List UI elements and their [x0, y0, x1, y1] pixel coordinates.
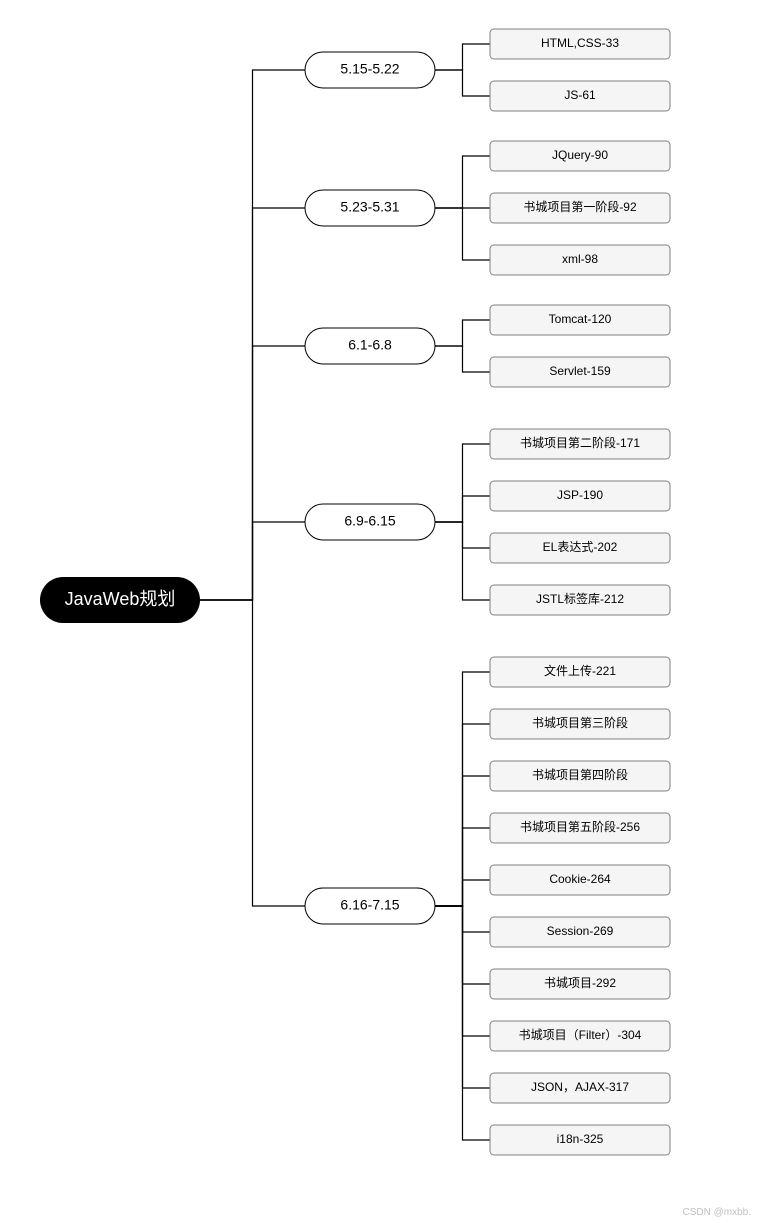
leaf-label: JSON，AJAX-317 — [531, 1080, 629, 1094]
mindmap-canvas: JavaWeb规划 5.15-5.22 HTML,CSS-33 JS-61 5.23-5… — [0, 0, 759, 1223]
connector-branch-leaf — [435, 496, 490, 522]
watermark: CSDN @mxbb. — [683, 1207, 752, 1218]
connector-branch-leaf — [435, 346, 490, 372]
leaf-label: Servlet-159 — [549, 364, 611, 378]
branch-label: 5.23-5.31 — [340, 199, 399, 215]
connector-branch-leaf — [435, 156, 490, 208]
leaf-label: HTML,CSS-33 — [541, 36, 619, 50]
leaf-label: JQuery-90 — [552, 148, 608, 162]
root-label: JavaWeb规划 — [65, 589, 176, 609]
connector-branch-leaf — [435, 880, 490, 906]
connector-branch-leaf — [435, 208, 490, 260]
leaf-label: 书城项目第二阶段-171 — [520, 435, 640, 450]
leaf-label: 文件上传-221 — [544, 663, 616, 678]
leaf-label: Cookie-264 — [549, 872, 611, 886]
connector-branch-leaf — [435, 522, 490, 600]
leaf-label: EL表达式-202 — [543, 540, 618, 554]
connector-branch-leaf — [435, 44, 490, 70]
leaf-label: Tomcat-120 — [549, 312, 612, 326]
connector-root-branch — [200, 522, 305, 600]
leaf-label: 书城项目第五阶段-256 — [520, 819, 640, 834]
leaf-label: i18n-325 — [557, 1132, 604, 1146]
connector-branch-leaf — [435, 906, 490, 1140]
branch-label: 6.1-6.8 — [348, 337, 392, 353]
leaf-label: 书城项目第一阶段-92 — [523, 199, 637, 214]
leaf-label: xml-98 — [562, 252, 598, 266]
branch-label: 6.9-6.15 — [344, 513, 396, 529]
leaf-label: JSTL标签库-212 — [536, 591, 624, 606]
leaf-label: JSP-190 — [557, 488, 603, 502]
branch-label: 6.16-7.15 — [340, 897, 399, 913]
branch-label: 5.15-5.22 — [340, 61, 399, 77]
leaf-label: 书城项目-292 — [544, 976, 616, 990]
connector-branch-leaf — [435, 320, 490, 346]
connector-branch-leaf — [435, 70, 490, 96]
leaf-label: JS-61 — [564, 88, 596, 102]
leaf-label: 书城项目第四阶段 — [532, 767, 628, 782]
leaf-label: 书城项目（Filter）-304 — [519, 1028, 642, 1042]
leaf-label: Session-269 — [547, 924, 614, 938]
connector-root-branch — [200, 600, 305, 906]
leaf-label: 书城项目第三阶段 — [532, 715, 628, 730]
nodes-layer: JavaWeb规划 5.15-5.22 HTML,CSS-33 JS-61 5.23-5… — [40, 29, 670, 1155]
